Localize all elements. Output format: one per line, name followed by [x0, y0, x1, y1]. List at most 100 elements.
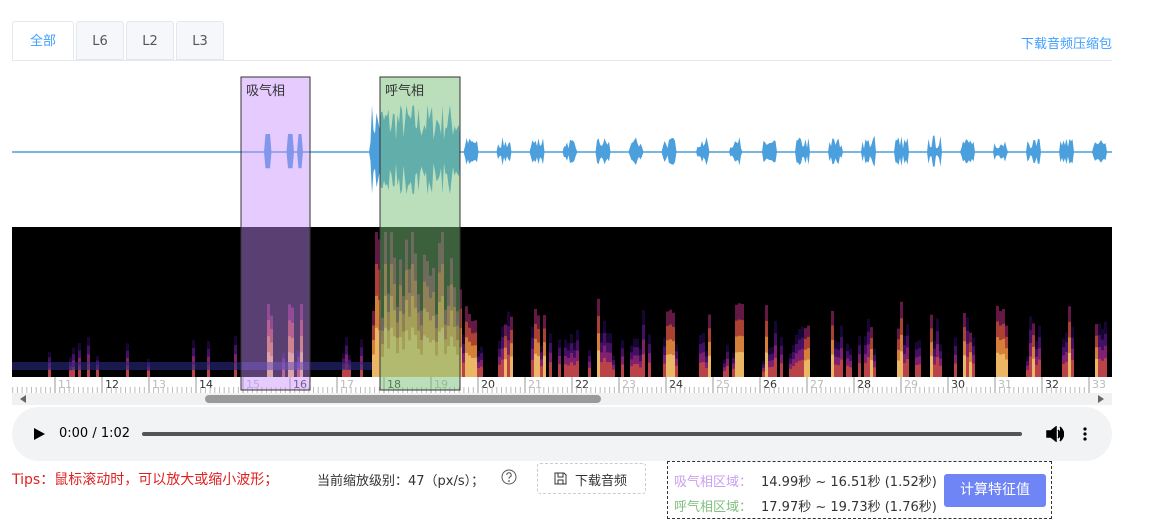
spec-band — [567, 365, 570, 377]
spec-band — [702, 362, 705, 377]
spec-band — [501, 359, 504, 377]
tips: Tips：鼠标滚动时，可以放大或缩小波形； — [12, 472, 279, 488]
timeline-label: 26 — [763, 378, 777, 391]
result-label: 呼气相区域： — [674, 500, 753, 515]
spec-band — [570, 362, 573, 377]
spec-band — [147, 370, 150, 377]
spec-band — [96, 369, 99, 377]
spec-band — [630, 366, 633, 377]
spec-band — [480, 366, 483, 377]
spec-band — [675, 365, 678, 377]
timeline-label: 23 — [622, 378, 636, 391]
timeline-label: 12 — [105, 378, 119, 391]
spec-band — [708, 355, 711, 377]
spec-band — [663, 363, 666, 377]
region-inhale[interactable] — [240, 76, 311, 391]
download-audio-button[interactable]: 下载音频 — [537, 463, 646, 494]
spec-band — [870, 360, 873, 377]
spec-band — [837, 365, 840, 377]
waveform — [12, 104, 1112, 195]
spec-band — [867, 357, 870, 377]
spec-band — [498, 364, 501, 377]
spec-band — [540, 366, 543, 377]
results-box: 吸气相区域： 14.99秒 ~ 16.51秒 (1.52秒) 呼气相区域： 17… — [667, 461, 1052, 519]
timeline-label: 11 — [58, 378, 72, 391]
spec-band — [573, 365, 576, 377]
spec-band — [996, 352, 999, 377]
spec-band — [576, 361, 579, 377]
tab[interactable]: L6 — [76, 21, 124, 60]
spec-band — [72, 367, 75, 377]
timeline-label: 31 — [998, 378, 1012, 391]
wave-path — [12, 104, 1112, 195]
timeline-label: 15 — [246, 378, 260, 391]
timeline-label: 16 — [293, 378, 307, 391]
timeline-label: 22 — [575, 378, 589, 391]
spec-band — [609, 362, 612, 377]
volume-button[interactable] — [1046, 426, 1064, 442]
spec-band — [834, 364, 837, 377]
spec-band — [669, 354, 672, 377]
result-value: 17.97秒 ~ 19.73秒 (1.76秒) — [761, 500, 937, 515]
spec-band — [207, 364, 210, 377]
spec-band — [603, 357, 606, 377]
spec-band — [831, 354, 834, 377]
spec-band — [1032, 358, 1035, 377]
download-audio-label: 下载音频 — [575, 474, 628, 489]
spec-band — [900, 351, 903, 377]
timeline-label: 33 — [1092, 378, 1106, 391]
help-icon[interactable] — [501, 469, 517, 485]
spec-band — [897, 360, 900, 377]
spec-band — [612, 369, 615, 377]
spec-band — [1029, 356, 1032, 377]
spec-band — [621, 364, 624, 377]
spec-band — [765, 352, 768, 377]
spec-band — [1104, 358, 1107, 377]
spec-band — [915, 365, 918, 377]
timeline-label: 20 — [481, 378, 495, 391]
spec-band — [510, 356, 513, 377]
region-exhale[interactable] — [379, 76, 461, 391]
spec-band — [972, 363, 975, 377]
spec-band — [474, 357, 477, 377]
spec-band — [933, 364, 936, 377]
spec-band — [873, 367, 876, 377]
spec-band — [1065, 361, 1068, 377]
timeline-label: 21 — [528, 378, 542, 391]
progress-bar[interactable] — [142, 432, 1022, 436]
spec-band — [597, 350, 600, 377]
spec-band — [282, 368, 285, 377]
spec-band — [534, 353, 537, 377]
timeline-label: 27 — [810, 378, 824, 391]
timeline-label: 24 — [669, 378, 683, 391]
spec-band — [966, 356, 969, 377]
spec-band — [1005, 359, 1008, 377]
spec-band — [774, 357, 777, 377]
play-button[interactable] — [32, 427, 46, 441]
spec-band — [48, 368, 51, 377]
tab[interactable]: L2 — [126, 21, 174, 60]
spec-band — [798, 360, 801, 377]
more-button[interactable] — [1083, 426, 1087, 442]
scrollbar-thumb[interactable] — [205, 395, 601, 403]
timeline-label: 28 — [857, 378, 871, 391]
tab[interactable]: L3 — [176, 21, 224, 60]
spec-band — [705, 368, 708, 377]
spec-band — [558, 364, 561, 377]
spec-band — [507, 354, 510, 377]
download-zip-link[interactable]: 下载音频压缩包 — [1020, 37, 1112, 52]
compute-button[interactable]: 计算特征值 — [944, 474, 1046, 507]
zoom-level: 当前缩放级别：47（px/s）； — [317, 474, 485, 489]
tab[interactable]: 全部 — [12, 21, 74, 60]
timeline-label: 13 — [152, 378, 166, 391]
spec-band — [771, 366, 774, 377]
spec-band — [69, 370, 72, 377]
spec-band — [666, 354, 669, 377]
spec-band — [504, 359, 507, 377]
spec-band — [1035, 364, 1038, 377]
spec-band — [807, 359, 810, 377]
spec-band — [726, 366, 729, 377]
spec-band — [537, 356, 540, 377]
spec-band — [87, 363, 90, 377]
